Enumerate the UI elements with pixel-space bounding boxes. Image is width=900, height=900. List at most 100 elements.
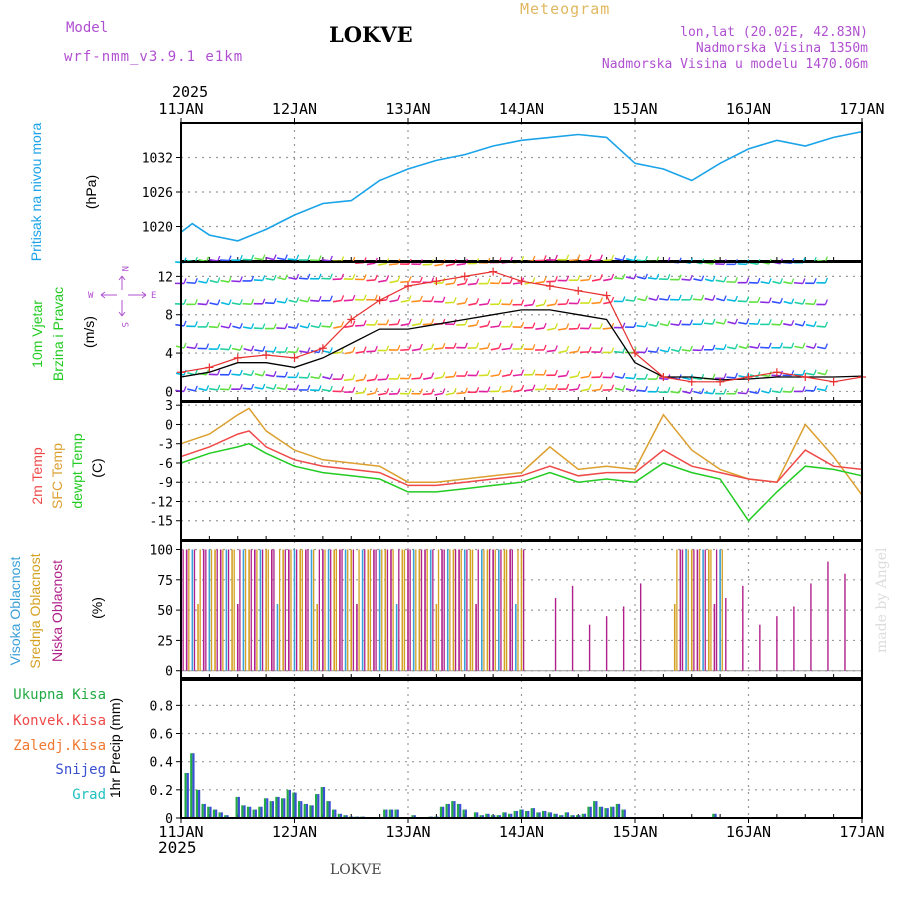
wind-barb	[738, 345, 747, 350]
cloud-bar	[214, 549, 216, 671]
wind-barb-flag	[329, 255, 333, 262]
cloud-bar	[307, 549, 309, 671]
snow-bar	[396, 809, 399, 818]
wind-barb-flag	[532, 344, 536, 350]
cloud-bar	[378, 549, 381, 671]
wind-barb-flag	[442, 371, 446, 378]
wind-barb-flag	[329, 373, 333, 380]
wind-barb-flag	[239, 276, 243, 282]
wind-ytick-label: 8	[165, 309, 173, 324]
wind-barb	[614, 276, 623, 280]
precip-bar	[490, 815, 494, 818]
cloud-bar	[216, 549, 218, 671]
cloud-bar	[199, 549, 201, 671]
wind-barb	[625, 376, 635, 380]
wind-barb	[299, 350, 308, 354]
wind-barb	[299, 325, 308, 329]
wind-barb	[737, 263, 747, 266]
wind-barb-flag	[228, 384, 232, 390]
wind-barb-flag	[340, 321, 345, 327]
wind-barb-flag	[599, 297, 603, 303]
wind-barb	[265, 374, 275, 378]
precip-bar	[388, 809, 391, 818]
wind-barb	[389, 299, 398, 303]
wind-barb	[355, 378, 365, 382]
snow-bar	[555, 813, 558, 818]
cloud-bar	[466, 549, 468, 671]
snow-bar	[617, 803, 621, 818]
wind-barb	[682, 390, 691, 394]
high-cloud-axis-title: Visoka Oblacnost	[7, 557, 23, 666]
cloud-bar	[244, 549, 247, 671]
station-title: LOKVE	[329, 22, 413, 47]
precip-bar	[320, 787, 323, 818]
wind-barb-flag	[678, 294, 682, 301]
wind-barb-flag	[644, 321, 648, 327]
wind-barb	[670, 323, 680, 326]
wind-gust-marker	[801, 373, 810, 382]
cloud-bar	[390, 549, 392, 671]
wind-barb	[434, 263, 443, 267]
cloud-bar	[219, 549, 222, 671]
wind-barb-flag	[746, 277, 750, 283]
wind-barb-flag	[194, 278, 198, 284]
wind-barb-flag	[250, 254, 255, 261]
wind-barb-flag	[655, 294, 660, 301]
cloud-bar	[347, 549, 349, 671]
cloud-bar	[271, 549, 273, 671]
wind-barb-flag	[723, 276, 727, 282]
cloud-bar	[403, 549, 406, 671]
cloud-bar	[324, 549, 326, 671]
precip-bar	[269, 801, 272, 818]
wind-barb-flag	[228, 299, 232, 305]
wind-barb	[490, 374, 500, 378]
wind-barb-flag	[217, 322, 221, 328]
wind-barb-flag	[509, 343, 513, 349]
wind-barb-flag	[363, 274, 367, 280]
wind-barb-flag	[228, 369, 232, 376]
wind-barb-flag	[554, 323, 558, 329]
precip-bar	[280, 798, 284, 818]
wind-barb-flag	[644, 295, 648, 301]
wind-barb-flag	[599, 323, 603, 329]
wind-barb-flag	[802, 278, 806, 284]
wind-barb	[636, 324, 646, 328]
cloud-bar	[725, 597, 727, 671]
wind-barb-flag	[667, 346, 671, 353]
cloud-bar	[352, 549, 355, 671]
wind-barb-flag	[779, 319, 783, 326]
wind-barb-flag	[295, 384, 300, 390]
wind-barb-flag	[284, 254, 288, 260]
wind-barb-flag	[408, 318, 412, 325]
wind-barb-flag	[700, 388, 705, 394]
wind-barb-flag	[622, 273, 626, 280]
wind-gust-marker	[375, 296, 384, 305]
wind-barb	[467, 282, 477, 286]
wind-barb-flag	[757, 388, 761, 394]
cloud-bar	[793, 606, 795, 671]
wind-barb	[198, 280, 207, 284]
temperature-ytick-label: -15	[150, 515, 173, 530]
wind-barb-flag	[273, 323, 277, 329]
precip-bar	[286, 789, 289, 818]
cloud-bar	[759, 624, 761, 671]
wind-gust-marker	[404, 281, 412, 290]
wind-barb-flag	[262, 298, 266, 305]
wind-barb-flag	[588, 346, 592, 353]
wind-barb-flag	[577, 346, 581, 352]
wind-barb	[569, 350, 578, 354]
wind-barb-flag	[655, 320, 660, 327]
cloud-bar	[185, 549, 188, 671]
wind-gust-marker	[290, 353, 299, 362]
wind-barb-flag	[250, 383, 255, 390]
snow-bar	[476, 812, 479, 818]
cloud-bar	[509, 549, 511, 671]
wind-barb-flag	[802, 298, 806, 305]
wind-barb	[434, 392, 443, 396]
snow-bar	[220, 812, 223, 818]
snow-bar	[510, 813, 513, 818]
cloud-bar	[239, 549, 241, 671]
cloud-bar	[273, 549, 275, 671]
wind-barb-flag	[532, 255, 536, 262]
cloud-bar	[415, 549, 417, 671]
